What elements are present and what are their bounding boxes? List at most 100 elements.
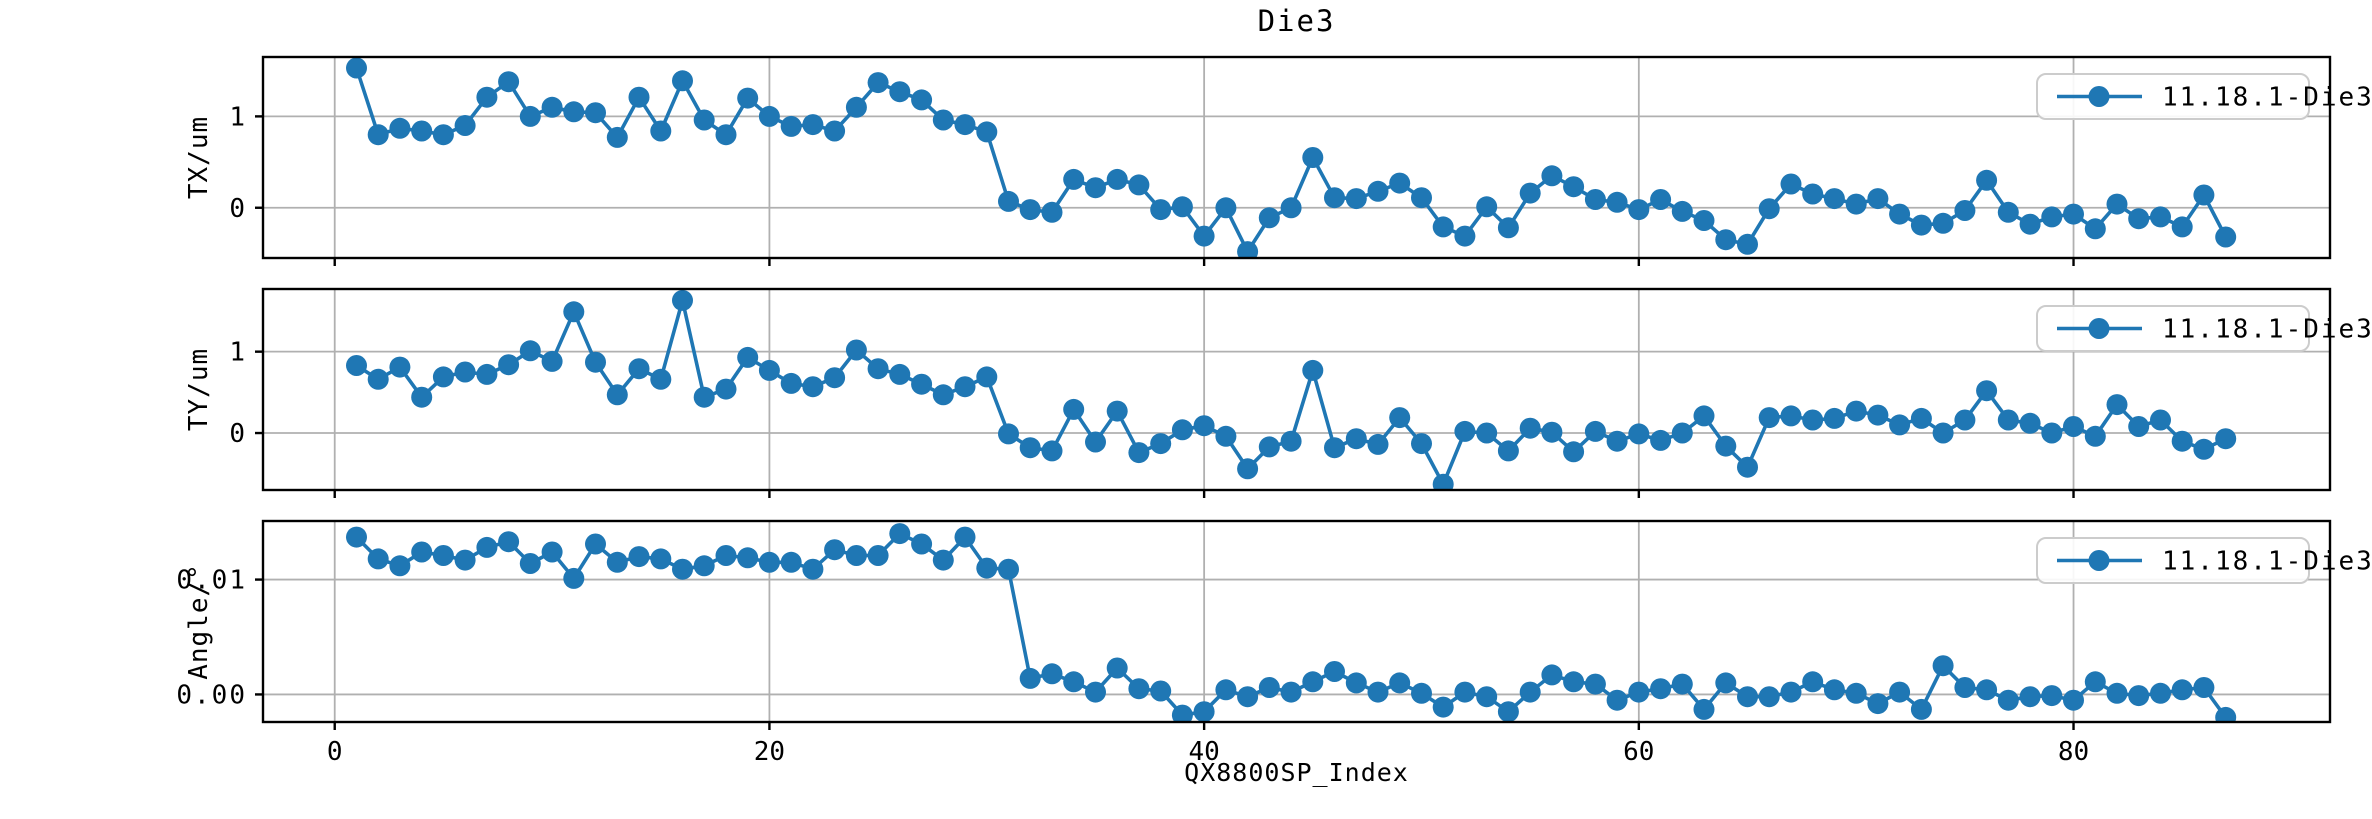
data-point [976,557,998,579]
data-point [628,86,650,108]
subplot-2: 0.01 0.00 0 20 40 60 80 Angle/° 11.18.1-Die3 [176,519,2372,767]
data-point [1519,681,1541,703]
data-point [389,555,411,577]
data-point [2171,216,2193,238]
data-point [563,101,585,123]
series-11.18.1-Die3 [346,523,2237,722]
data-point [1606,689,1628,711]
data-point [367,124,389,146]
data-point [1019,667,1041,689]
legend-box [2036,305,2310,352]
data-point [1910,214,1932,236]
data-point [1085,431,1106,453]
data-point [519,553,541,574]
data-point [1628,681,1650,703]
data-point [1584,420,1606,442]
data-point [1171,704,1193,722]
data-point [1519,182,1541,204]
data-point [1128,174,1150,196]
data-point [889,81,911,103]
data-point [2063,689,2084,711]
y-axis-label: TY/um [184,348,214,431]
data-point [1780,681,1802,703]
subplot-0: 1 0 TX/um 11.18.1-Die3 [184,55,2372,266]
x-axis-label: QX8800SP_Index [1184,758,1409,787]
data-point [1954,409,1976,431]
data-point [1497,217,1519,239]
data-point [1584,673,1606,695]
data-point [932,384,954,406]
data-point [563,301,585,323]
axes-border [261,287,2332,492]
data-point [1367,180,1389,202]
data-point [1650,189,1672,210]
data-point [824,367,846,389]
data-point [650,120,672,142]
data-point [1563,441,1585,463]
data-point [1345,188,1367,210]
data-point [932,109,954,131]
data-point [1997,689,2019,711]
data-point [2171,430,2193,452]
data-point [1367,681,1389,703]
data-point [1889,414,1911,436]
data-point [1193,701,1215,722]
data-point [1845,400,1867,422]
data-point [1758,198,1780,220]
x-tick-label: 80 [2058,737,2089,767]
data-point [1128,678,1150,700]
data-point [2215,226,2237,248]
data-point [867,358,889,380]
data-point [737,87,759,109]
data-point [1085,681,1106,703]
data-point [1389,672,1411,694]
data-point [1606,430,1628,452]
data-point [2106,682,2128,704]
data-point [1215,197,1237,219]
y-tick-label: 1 [229,338,247,368]
data-point [824,120,846,142]
data-point [2019,412,2041,434]
data-point [606,126,628,148]
data-point [1671,422,1693,444]
data-point [672,558,693,580]
data-point [411,120,433,142]
data-point [1932,422,1954,444]
data-point [1671,673,1693,695]
data-point [389,356,411,378]
data-point [1411,682,1432,704]
data-point [432,366,454,388]
y-tick-label: 0.01 [176,566,247,596]
data-point [1650,429,1672,451]
data-point [1932,212,1954,234]
data-point [1215,679,1237,701]
data-point [2128,416,2150,437]
data-point [1497,701,1519,722]
data-point [1476,196,1498,218]
data-point [1280,430,1302,452]
data-point [758,359,780,381]
data-point [1910,698,1932,720]
data-point [976,366,998,388]
data-point [1041,440,1063,462]
data-point [693,386,715,408]
data-point [998,190,1019,212]
data-point [1845,193,1867,215]
data-point [911,373,933,395]
data-point [911,89,933,111]
data-point [1867,693,1889,715]
data-point [845,96,867,118]
data-point [346,526,367,548]
data-point [976,121,998,143]
x-tick-label: 0 [327,737,343,767]
data-point [2019,686,2041,708]
data-point [1193,225,1215,247]
data-point [1280,681,1302,703]
data-point [1693,698,1715,720]
data-point [1715,435,1737,457]
data-point [1063,398,1085,420]
data-point [2150,682,2171,704]
data-point [1085,177,1106,199]
data-point [1280,197,1302,219]
